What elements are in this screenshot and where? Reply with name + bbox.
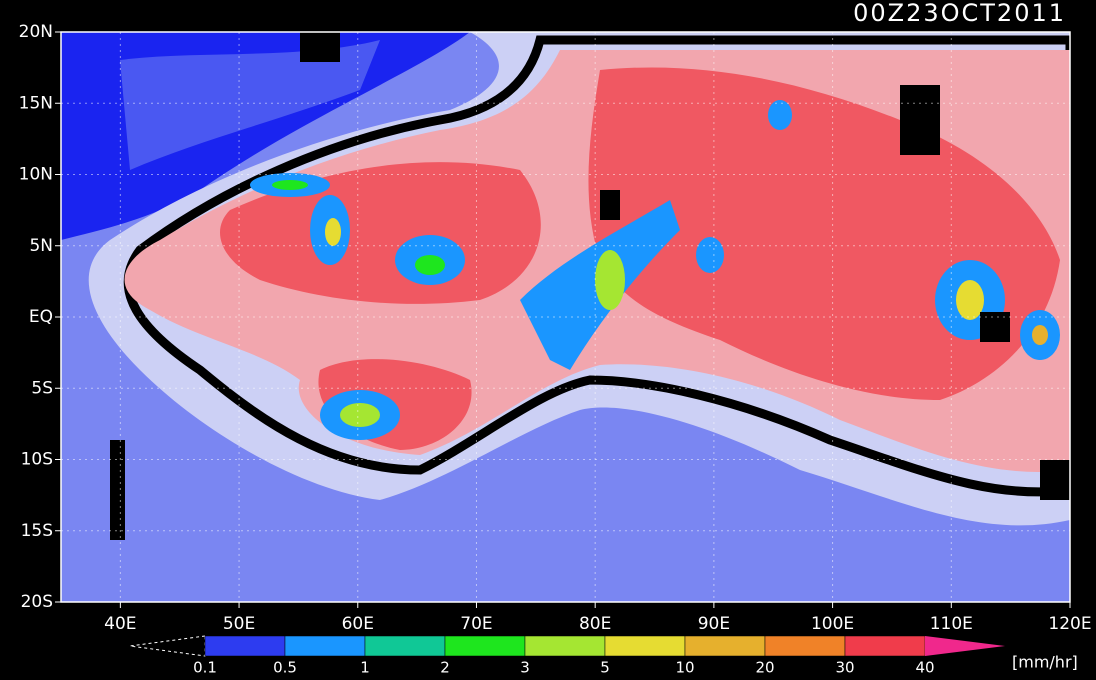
colorbar-label: 10 xyxy=(675,659,694,677)
colorbar-segment xyxy=(284,635,366,657)
colorbar-label: 1 xyxy=(360,659,370,677)
x-tick-label: 120E xyxy=(1048,614,1091,634)
colorbar-segment xyxy=(524,635,606,657)
x-tick-label: 60E xyxy=(342,614,374,634)
colorbar-label: 2 xyxy=(440,659,450,677)
y-tick-label: 15S xyxy=(21,521,53,541)
y-tick-label: EQ xyxy=(29,307,53,327)
y-tick-label: 20N xyxy=(19,22,53,42)
y-tick-label: 20S xyxy=(21,592,53,612)
colorbar-label: 0.1 xyxy=(193,659,217,677)
colorbar-segment xyxy=(684,635,766,657)
x-tick-label: 90E xyxy=(698,614,730,634)
colorbar-label: 40 xyxy=(915,659,934,677)
y-tick-label: 5N xyxy=(29,236,53,256)
colorbar-label: 20 xyxy=(755,659,774,677)
colorbar-over xyxy=(925,636,1005,656)
colorbar-label: 30 xyxy=(835,659,854,677)
colorbar-label: 0.5 xyxy=(273,659,297,677)
colorbar-segment xyxy=(764,635,846,657)
dry-region xyxy=(120,40,380,170)
y-tick-label: 10N xyxy=(19,165,53,185)
missing-data xyxy=(110,32,1070,540)
colorbar-label: 5 xyxy=(600,659,610,677)
contour-line xyxy=(123,35,1070,497)
x-tick-label: 80E xyxy=(579,614,611,634)
colorbar-segment xyxy=(204,635,286,657)
x-tick-label: 40E xyxy=(104,614,136,634)
y-tick-label: 5S xyxy=(31,378,53,398)
colorbar-unit: [mm/hr] xyxy=(1012,653,1078,672)
map-title: 00Z23OCT2011 xyxy=(853,0,1066,27)
colorbar-segment xyxy=(844,635,926,657)
colorbar-segment xyxy=(444,635,526,657)
colorbar-segment xyxy=(364,635,446,657)
colorbar-under xyxy=(129,635,206,657)
x-tick-label: 50E xyxy=(223,614,255,634)
x-tick-label: 110E xyxy=(930,614,973,634)
y-tick-label: 15N xyxy=(19,93,53,113)
colorbar-segment xyxy=(604,635,686,657)
y-tick-label: 10S xyxy=(21,450,53,470)
colorbar-label: 3 xyxy=(520,659,530,677)
x-tick-label: 100E xyxy=(811,614,854,634)
x-tick-label: 70E xyxy=(460,614,492,634)
